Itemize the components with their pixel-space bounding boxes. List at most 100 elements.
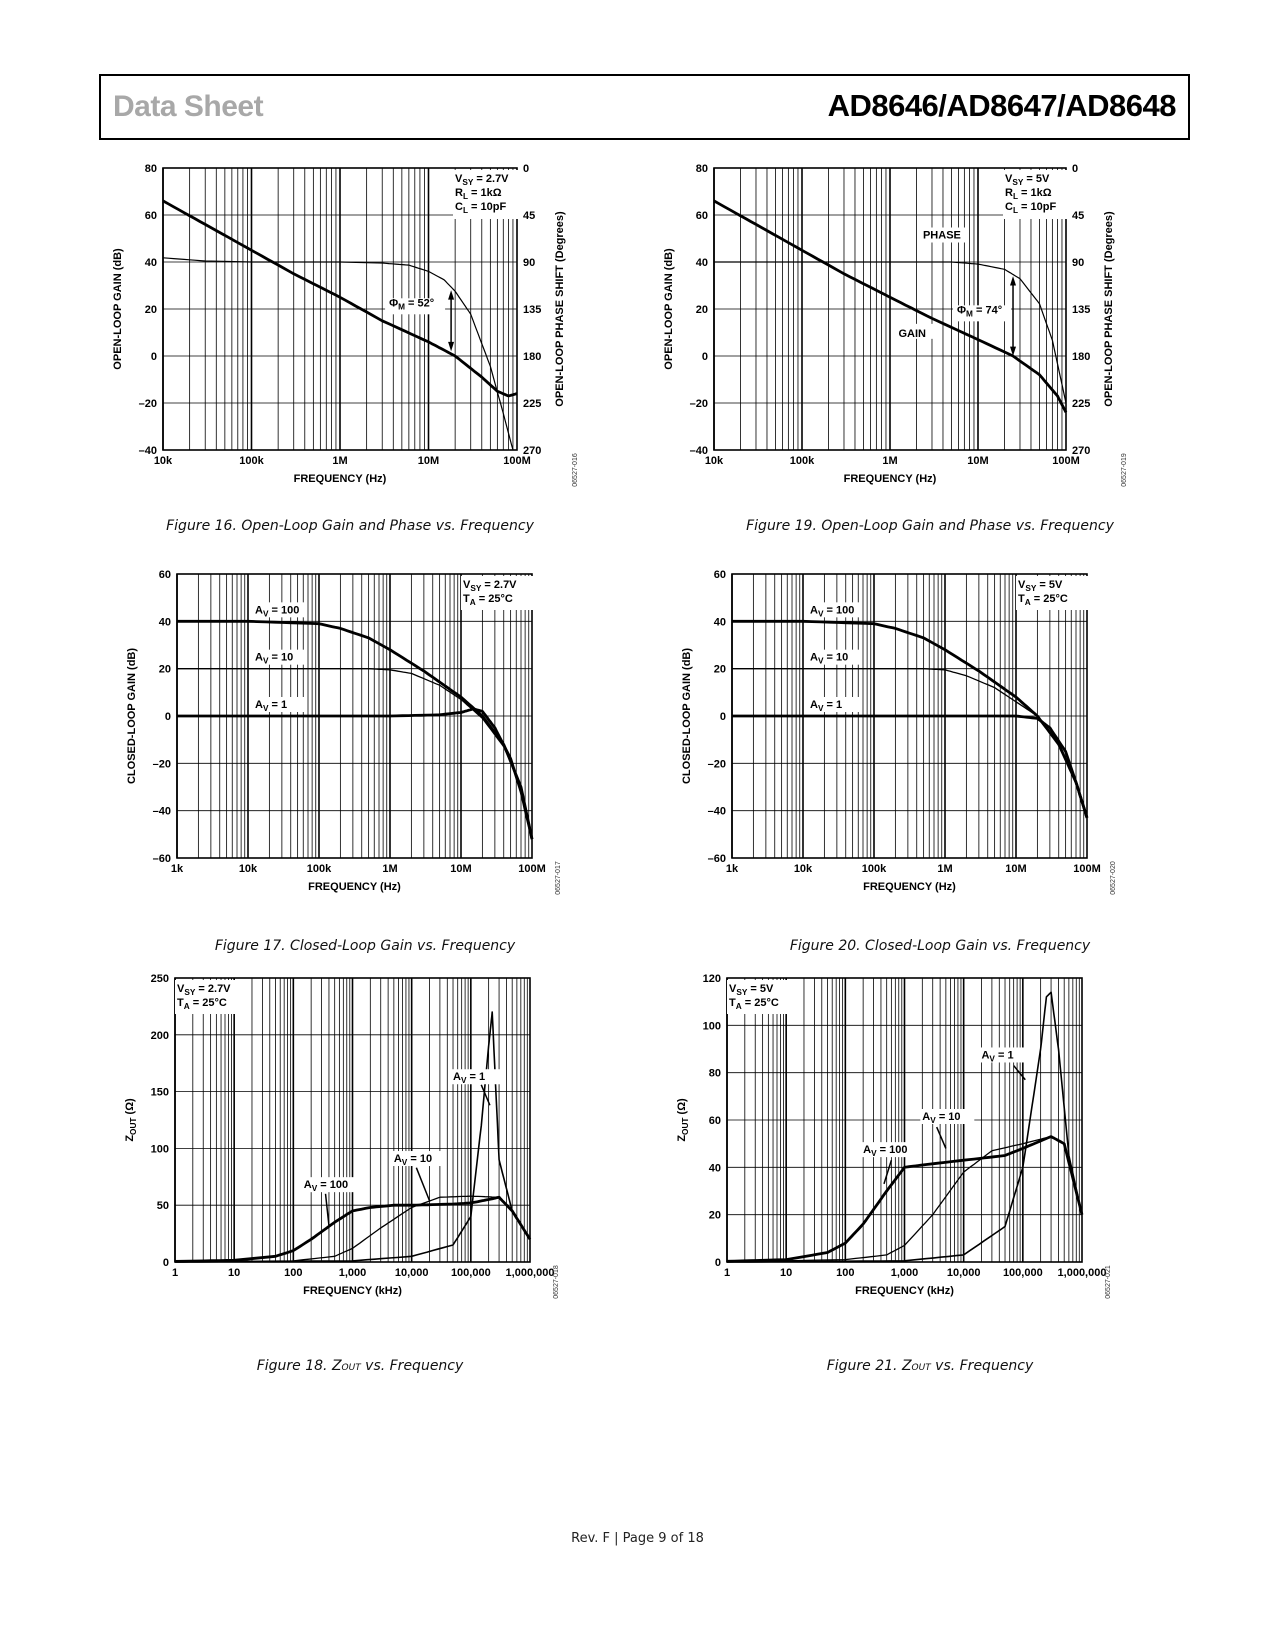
y-tick-label: 250 [151, 973, 169, 985]
x-tick-label: 1M [382, 863, 397, 875]
figure-18-caption-suffix: vs. Frequency [360, 1358, 464, 1374]
arrow-head [1010, 276, 1017, 286]
series-line [732, 668, 1088, 818]
series-label-av1: AV = 1 [255, 699, 287, 713]
y-tick-label: 40 [696, 257, 708, 269]
plot-frame [713, 167, 1067, 451]
y-tick-label: 80 [696, 163, 708, 175]
x-tick-label: 10,000 [947, 1267, 981, 1279]
x-tick-label: 100 [836, 1267, 854, 1279]
y-tick-label: 100 [151, 1143, 169, 1155]
y-tick-label: 80 [709, 1068, 721, 1080]
x-tick-label: 100k [239, 455, 264, 467]
y2-tick-label: 135 [1072, 304, 1090, 316]
page-footer: Rev. F | Page 9 of 18 [571, 1531, 704, 1546]
grid-lines [174, 977, 530, 1263]
grid-lines [726, 977, 1082, 1263]
series-label-av10: AV = 10 [394, 1153, 432, 1167]
y-tick-label: 20 [159, 664, 171, 676]
series-line [174, 1195, 532, 1263]
plot-frame [162, 167, 518, 451]
series-line [174, 1195, 531, 1263]
y2-tick-label: 45 [1072, 210, 1084, 222]
header-part-numbers: AD8646/AD8647/AD8648 [827, 88, 1177, 123]
x-tick-label: 1M [937, 863, 952, 875]
figure-17-caption: Figure 17. Closed-Loop Gain vs. Frequenc… [214, 938, 516, 954]
series-label-av100: AV = 100 [810, 604, 854, 618]
series-line [177, 707, 534, 840]
series-label-av10: AV = 10 [922, 1111, 960, 1125]
series-label-bg [808, 697, 862, 712]
x-tick-label: 100k [790, 455, 815, 467]
y2-tick-label: 225 [1072, 398, 1090, 410]
y2-tick-label: 180 [523, 351, 541, 363]
x-tick-label: 10k [239, 863, 258, 875]
series-label-bg [451, 1069, 506, 1085]
condition-label: TA = 25°C [1018, 593, 1068, 607]
y-tick-label: 0 [165, 711, 171, 723]
y-axis-label: CLOSED-LOOP GAIN (dB) [126, 648, 138, 784]
y-tick-label: 0 [715, 1257, 721, 1269]
arrow-head [448, 290, 455, 300]
y-tick-label: 40 [714, 616, 726, 628]
arrow [1013, 1065, 1026, 1081]
y-tick-label: 100 [703, 1020, 721, 1032]
x-tick-label: 10k [794, 863, 813, 875]
y-tick-label: 60 [709, 1115, 721, 1127]
x-tick-label: 10 [228, 1267, 240, 1279]
series-label-av1: AV = 1 [981, 1049, 1013, 1063]
x-tick-label: 100,000 [451, 1267, 491, 1279]
y-tick-label: 20 [145, 304, 157, 316]
series-label-av100: AV = 100 [304, 1179, 348, 1193]
x-tick-label: 10M [418, 455, 439, 467]
arrow-head [448, 341, 455, 352]
conditions-box [175, 980, 241, 1014]
series-line [162, 257, 514, 451]
x-tick-label: 100k [862, 863, 887, 875]
x-tick-label: 1M [882, 455, 897, 467]
figure-code: 06527-017 [555, 861, 562, 895]
y-tick-label: –20 [153, 758, 171, 770]
y-tick-label: –40 [153, 806, 171, 818]
arrow [324, 1193, 330, 1226]
y-tick-label: 60 [696, 210, 708, 222]
arrow-head [1010, 346, 1017, 356]
figure-16-caption: Figure 16. Open-Loop Gain and Phase vs. … [166, 518, 534, 534]
condition-label: TA = 25°C [463, 593, 513, 607]
y2-tick-label: 225 [523, 398, 541, 410]
x-tick-label: 1k [726, 863, 739, 875]
series-line [713, 199, 1068, 414]
page-header: Data Sheet AD8646/AD8647/AD8648 [99, 74, 1190, 140]
y2-axis-label: OPEN-LOOP PHASE SHIFT (Degrees) [1103, 211, 1115, 407]
x-tick-label: 100k [307, 863, 332, 875]
series-label-av10: AV = 10 [810, 652, 848, 666]
series-line [177, 619, 534, 840]
arrow [480, 1084, 491, 1106]
x-axis-label: FREQUENCY (Hz) [844, 473, 937, 485]
plot-frame [174, 977, 531, 1263]
y-tick-label: –40 [690, 445, 708, 457]
y-tick-label: –20 [708, 758, 726, 770]
label-bg [896, 323, 935, 339]
conditions-box [1016, 576, 1088, 610]
x-tick-label: 10 [780, 1267, 792, 1279]
x-tick-label: 1k [171, 863, 184, 875]
condition-label: RL = 1kΩ [1005, 187, 1052, 201]
x-tick-label: 100,000 [1003, 1267, 1043, 1279]
series-line [726, 1135, 1083, 1263]
condition-label: VSY = 5V [1018, 579, 1063, 593]
condition-label: TA = 25°C [729, 997, 779, 1011]
figure-19-caption: Figure 19. Open-Loop Gain and Phase vs. … [746, 518, 1114, 534]
x-tick-label: 10k [154, 455, 173, 467]
condition-label: VSY = 2.7V [177, 983, 231, 997]
y2-tick-label: 270 [1072, 445, 1090, 457]
condition-label: CL = 10pF [1005, 201, 1056, 215]
y2-axis-label: OPEN-LOOP PHASE SHIFT (Degrees) [554, 211, 566, 407]
y-tick-label: 20 [714, 664, 726, 676]
condition-label: VSY = 5V [1005, 173, 1050, 187]
figure-code: 06527-021 [1105, 1265, 1112, 1299]
x-tick-label: 1 [724, 1267, 730, 1279]
